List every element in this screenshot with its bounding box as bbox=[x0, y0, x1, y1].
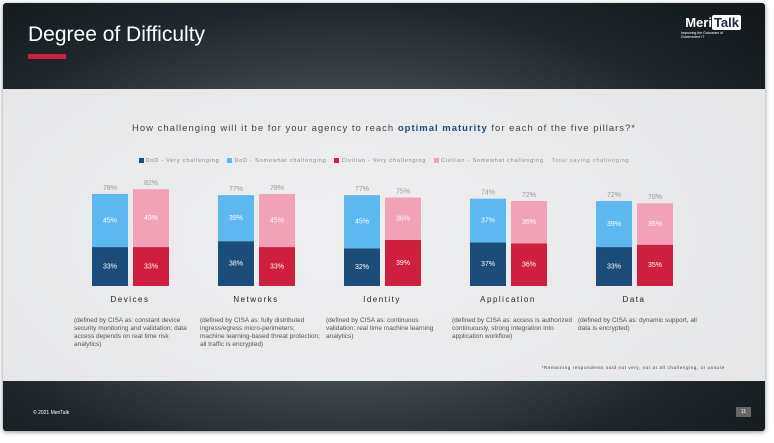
bar-segment bbox=[344, 195, 380, 249]
bar-segment bbox=[511, 243, 547, 286]
legend: DoD - Very challenging DoD - Somewhat cha… bbox=[3, 158, 765, 164]
legend-swatch bbox=[334, 158, 340, 164]
legend-swatch bbox=[434, 158, 440, 164]
category-description: (defined by CISA as: dynamic support, al… bbox=[578, 317, 697, 332]
bar-segment bbox=[385, 197, 421, 240]
bar-label: 35% bbox=[648, 221, 662, 228]
legend-label: Civilian - Somewhat challenging bbox=[441, 158, 544, 164]
legend-label: Total saying challenging bbox=[551, 158, 630, 164]
bar-label: 35% bbox=[648, 262, 662, 269]
category-description: (defined by CISA as: fully distributed i… bbox=[200, 317, 320, 348]
slide: Degree of Difficulty Meri Talk Improving … bbox=[3, 3, 765, 431]
bar-label: 33% bbox=[103, 263, 117, 270]
bar-label: 49% bbox=[144, 215, 158, 222]
total-label: 72% bbox=[607, 192, 621, 199]
bar-label: 45% bbox=[355, 219, 369, 226]
category-label: Devices bbox=[111, 295, 150, 304]
title-part: How challenging will it be for your agen… bbox=[131, 123, 398, 134]
category-label: Application bbox=[480, 295, 536, 304]
legend-item: Civilian - Very challenging bbox=[334, 158, 426, 164]
total-label: 70% bbox=[648, 194, 662, 201]
total-label: 75% bbox=[396, 188, 410, 195]
slide-title: Degree of Difficulty bbox=[28, 23, 206, 46]
total-label: 77% bbox=[355, 186, 369, 193]
bar-segment bbox=[218, 195, 254, 242]
bar-label: 38% bbox=[229, 260, 243, 267]
bar-segment bbox=[344, 248, 380, 286]
legend-item: Civilian - Somewhat challenging bbox=[434, 158, 544, 164]
category-label: Data bbox=[623, 295, 646, 304]
bar-label: 32% bbox=[355, 264, 369, 271]
category-description: (defined by CISA as: access is authorize… bbox=[452, 317, 572, 340]
bar-label: 33% bbox=[270, 263, 284, 270]
category-description: (defined by CISA as: constant device sec… bbox=[74, 317, 187, 348]
logo-tagline: Improving the Outcomes of Government IT bbox=[681, 31, 724, 39]
bar-label: 36% bbox=[396, 216, 410, 223]
bar-segment bbox=[133, 189, 169, 248]
bar-segment bbox=[218, 241, 254, 286]
category-description: (defined by CISA as: continuous validati… bbox=[326, 317, 434, 340]
footnote: *Remaining respondents said not very, no… bbox=[541, 365, 725, 370]
total-label: 77% bbox=[229, 186, 243, 193]
bar-label: 39% bbox=[229, 215, 243, 222]
total-label: 72% bbox=[522, 192, 536, 199]
bar-label: 45% bbox=[103, 217, 117, 224]
legend-label: DoD - Somewhat challenging bbox=[234, 158, 327, 164]
title-emphasis: optimal maturity bbox=[397, 123, 488, 134]
bar-segment bbox=[133, 247, 169, 286]
legend-item: DoD - Somewhat challenging bbox=[227, 158, 326, 164]
bar-label: 37% bbox=[481, 217, 495, 224]
logo-text: Meri bbox=[685, 15, 712, 30]
bar-segment bbox=[92, 247, 128, 286]
total-label: 78% bbox=[103, 185, 117, 192]
bar-label: 39% bbox=[607, 221, 621, 228]
bar-segment bbox=[470, 198, 506, 243]
category-label: Networks bbox=[233, 295, 278, 304]
bar-label: 45% bbox=[270, 217, 284, 224]
bar-segment bbox=[259, 247, 295, 286]
logo-box: Talk bbox=[711, 15, 741, 30]
category-label: Identity bbox=[363, 295, 401, 304]
total-label: 82% bbox=[144, 180, 158, 187]
total-label: 74% bbox=[481, 190, 495, 197]
bar-segment bbox=[259, 193, 295, 248]
total-label: 78% bbox=[270, 185, 284, 192]
legend-label: DoD - Very challenging bbox=[145, 158, 220, 164]
legend-swatch bbox=[138, 158, 144, 164]
bar-label: 33% bbox=[607, 263, 621, 270]
bar-label: 39% bbox=[396, 260, 410, 267]
copyright: © 2021 MeriTalk bbox=[33, 410, 70, 416]
bar-label: 33% bbox=[144, 263, 158, 270]
logo: Meri Talk bbox=[685, 15, 741, 30]
chart-title: How challenging will it be for your agen… bbox=[3, 123, 765, 134]
page-number: 11 bbox=[735, 407, 751, 417]
bar-label: 36% bbox=[522, 219, 536, 226]
legend-item: DoD - Very challenging bbox=[138, 158, 220, 164]
title-part: for each of the five pillars?* bbox=[487, 123, 636, 134]
bar-segment bbox=[511, 201, 547, 244]
bar-segment bbox=[385, 239, 421, 286]
bar-segment bbox=[470, 242, 506, 286]
bar-label: 37% bbox=[481, 261, 495, 268]
bar-label: 36% bbox=[522, 262, 536, 269]
bar-segment bbox=[637, 244, 673, 286]
bar-segment bbox=[596, 247, 632, 286]
bar-segment bbox=[637, 203, 673, 245]
legend-swatch bbox=[227, 158, 233, 164]
bar-segment bbox=[596, 201, 632, 248]
title-underline bbox=[28, 54, 66, 59]
legend-label: Civilian - Very challenging bbox=[341, 158, 427, 164]
bar-segment bbox=[92, 193, 128, 248]
chart: 33% 45% 78% 33% 49% 82% Devices 38% 39% 77% 33% 45%… bbox=[92, 180, 673, 304]
